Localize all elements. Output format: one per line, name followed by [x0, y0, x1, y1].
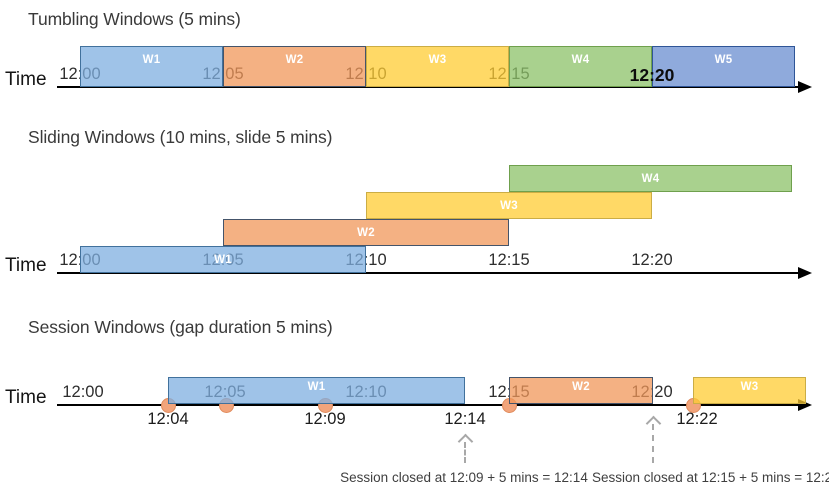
- event-dot: [160, 397, 176, 413]
- window-label: W4: [641, 172, 660, 185]
- window-label: W2: [357, 226, 375, 239]
- event-time-label: 12:14: [444, 410, 486, 428]
- dashed-arrow-line: [464, 442, 466, 463]
- event-dot: [317, 397, 333, 413]
- axis-tick-label: 12:05: [202, 251, 244, 269]
- window-box-w2: W2: [509, 377, 653, 404]
- timeline-axis: [57, 86, 800, 88]
- window-box-w2: W2: [223, 219, 509, 246]
- session-closed-annotation: Session closed at 12:15 + 5 mins = 12:20: [592, 470, 829, 485]
- axis-tick-label: 12:10: [345, 383, 387, 401]
- session-closed-annotation: Session closed at 12:09 + 5 mins = 12:14: [340, 470, 588, 485]
- event-dot: [218, 397, 234, 413]
- section-title-sliding: Sliding Windows (10 mins, slide 5 mins): [28, 127, 333, 147]
- window-box-w1: W1: [80, 246, 366, 273]
- window-box-w1: W1: [168, 377, 465, 404]
- event-dot: [501, 397, 517, 413]
- axis-tick-label: 12:15: [488, 65, 530, 83]
- dashed-arrow-line: [652, 424, 654, 463]
- axis-tick-label: 12:10: [345, 251, 387, 269]
- axis-tick-label: 12:00: [59, 65, 101, 83]
- window-label: W1: [214, 253, 232, 266]
- axis-tick-label: 12:05: [202, 65, 244, 83]
- dashed-arrow-head-icon: [457, 433, 474, 450]
- axis-tick-label: 12:00: [59, 251, 101, 269]
- window-box-w5: W5: [652, 46, 795, 87]
- event-time-label: 12:22: [676, 410, 718, 428]
- axis-tick-label: 12:00: [62, 383, 104, 401]
- window-box-w3: W3: [366, 192, 652, 219]
- timeline-axis: [57, 404, 800, 406]
- window-label: W4: [571, 54, 590, 66]
- window-label: W3: [500, 199, 518, 212]
- window-box-w1: W1: [80, 46, 223, 87]
- section-title-session: Session Windows (gap duration 5 mins): [28, 317, 333, 337]
- axis-tick-label: 12:20: [629, 65, 675, 85]
- axis-tick-label: 12:15: [488, 251, 530, 269]
- window-label: W2: [285, 54, 304, 66]
- dashed-arrow-head-icon: [645, 415, 662, 432]
- window-box-w3: W3: [693, 377, 806, 404]
- time-axis-label: Time: [5, 69, 47, 90]
- event-dot: [685, 397, 701, 413]
- section-title-tumbling: Tumbling Windows (5 mins): [28, 9, 241, 29]
- window-label: W3: [740, 381, 759, 393]
- time-axis-label: Time: [5, 387, 47, 408]
- event-time-label: 12:04: [147, 410, 189, 428]
- axis-arrowhead-icon: [798, 267, 812, 279]
- window-label: W2: [572, 381, 590, 393]
- axis-arrowhead-icon: [798, 399, 812, 411]
- window-box-w3: W3: [366, 46, 509, 87]
- window-label: W1: [307, 381, 326, 393]
- axis-arrowhead-icon: [798, 81, 812, 93]
- window-box-w2: W2: [223, 46, 366, 87]
- axis-tick-label: 12:20: [631, 251, 673, 269]
- window-box-w4: W4: [509, 165, 792, 192]
- time-axis-label: Time: [5, 255, 47, 276]
- axis-tick-label: 12:10: [345, 65, 387, 83]
- window-label: W5: [714, 54, 733, 66]
- axis-tick-label: 12:05: [204, 383, 246, 401]
- event-time-label: 12:09: [304, 410, 346, 428]
- window-label: W3: [428, 54, 447, 66]
- axis-tick-label: 12:20: [631, 383, 673, 401]
- window-label: W1: [142, 54, 161, 66]
- timeline-axis: [57, 272, 800, 274]
- window-box-w4: W4: [509, 46, 652, 87]
- axis-tick-label: 12:15: [488, 383, 530, 401]
